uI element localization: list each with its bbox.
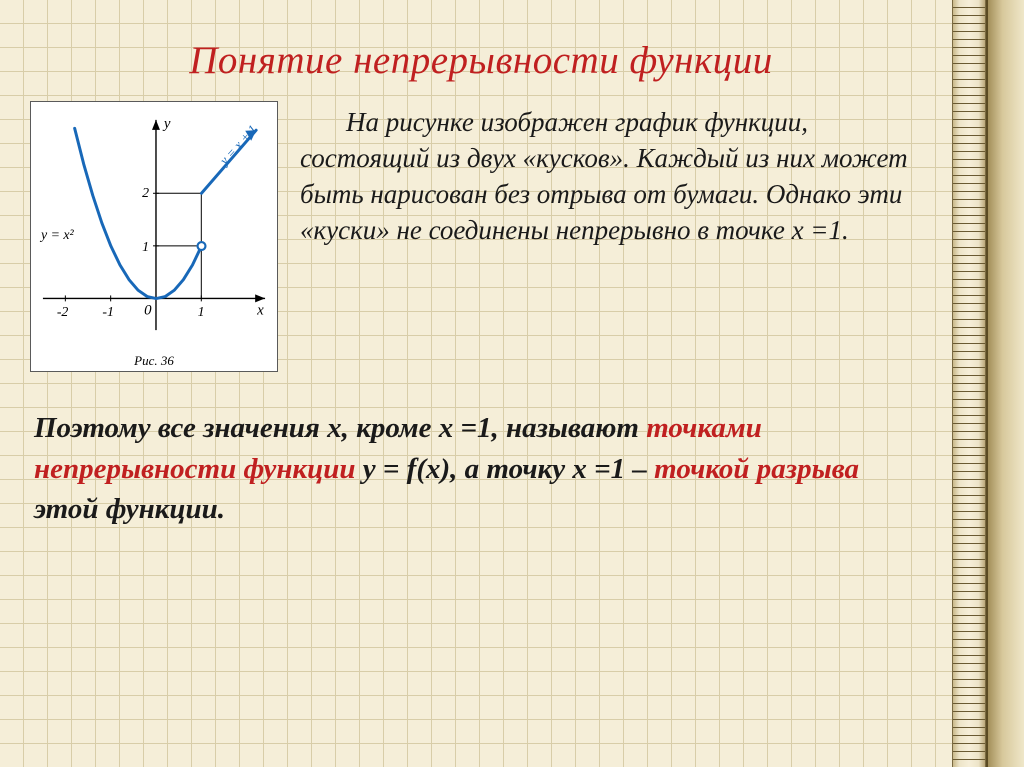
ytick-2: 2	[142, 186, 149, 201]
top-row: y x -2 -1 0 1 1 2 y = x² y = x + 1 Рис. …	[30, 101, 932, 372]
para2-d: точкой разрыва	[654, 453, 859, 485]
ruler-vertical	[952, 0, 986, 767]
curve2-label: y = x + 1	[216, 122, 260, 169]
axis-y-label: y	[162, 116, 171, 132]
paragraph-2: Поэтому все значения х, кроме х =1, назы…	[30, 402, 932, 530]
ytick-1: 1	[142, 240, 149, 255]
xtick-m2: -2	[57, 305, 69, 320]
para1-eq: х =1.	[792, 215, 849, 245]
axis-x-label: x	[256, 302, 264, 318]
para2-c: y = f(x), а точку х =1 –	[356, 453, 655, 485]
ruler-edge	[986, 0, 1024, 767]
figure-caption: Рис. 36	[35, 353, 273, 369]
xtick-0: 0	[144, 302, 152, 318]
paragraph-1: На рисунке изображен график функции, сос…	[300, 101, 932, 249]
figure-box: y x -2 -1 0 1 1 2 y = x² y = x + 1 Рис. …	[30, 101, 278, 372]
para2-a: Поэтому все значения х, кроме х =1, назы…	[34, 412, 646, 444]
para2-e: этой функции.	[34, 493, 225, 525]
open-point-icon	[198, 242, 206, 250]
xtick-m1: -1	[102, 305, 114, 320]
curve-parabola	[75, 128, 202, 298]
function-graph: y x -2 -1 0 1 1 2 y = x² y = x + 1	[35, 108, 273, 346]
curve1-label: y = x²	[39, 228, 75, 243]
slide-content: Понятие непрерывности функции	[0, 0, 950, 767]
xtick-1: 1	[198, 305, 205, 320]
page-title: Понятие непрерывности функции	[30, 38, 932, 83]
